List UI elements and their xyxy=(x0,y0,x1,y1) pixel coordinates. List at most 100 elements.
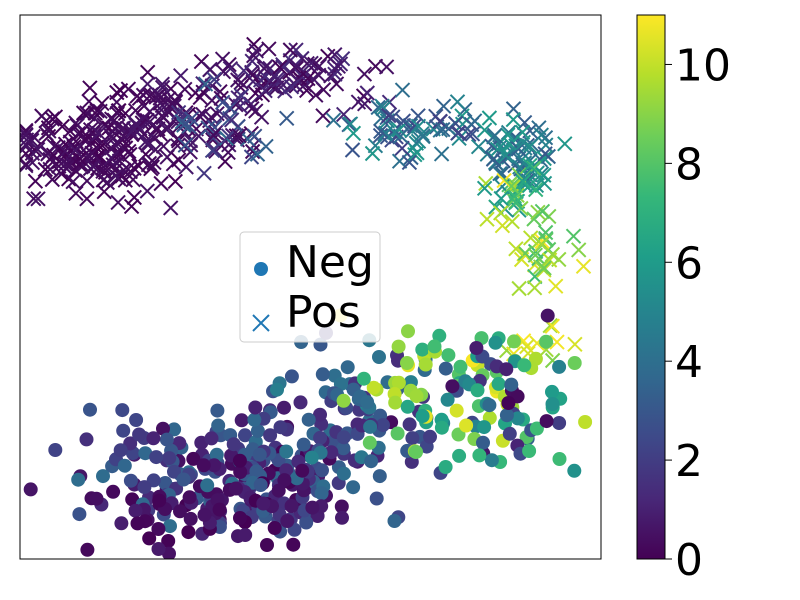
neg-point xyxy=(151,522,166,536)
neg-point xyxy=(253,478,268,492)
pos-point xyxy=(94,95,110,112)
pos-point xyxy=(214,51,231,67)
neg-point xyxy=(83,402,97,417)
pos-point xyxy=(71,156,87,173)
neg-point xyxy=(280,514,295,528)
pos-point xyxy=(342,116,359,132)
pos-point xyxy=(89,160,106,177)
neg-point xyxy=(211,418,226,433)
neg-point xyxy=(273,420,288,435)
pos-point xyxy=(54,118,70,135)
neg-point xyxy=(409,389,424,404)
neg-point xyxy=(336,441,351,456)
pos-point xyxy=(202,61,218,78)
neg-point xyxy=(438,460,453,474)
neg-point xyxy=(470,383,485,398)
pos-point xyxy=(109,135,126,152)
pos-point xyxy=(139,64,156,81)
neg-point xyxy=(123,473,138,488)
neg-point xyxy=(391,375,406,390)
pos-point xyxy=(345,125,362,142)
pos-point xyxy=(82,80,98,96)
pos-point xyxy=(57,136,74,152)
neg-point xyxy=(159,432,174,447)
neg-point xyxy=(267,521,282,535)
pos-point xyxy=(350,94,367,110)
neg-point xyxy=(334,499,349,514)
pos-point xyxy=(24,132,40,149)
neg-point xyxy=(173,504,187,519)
pos-point xyxy=(565,228,582,244)
neg-point xyxy=(502,426,517,441)
colorbar-tick-label: 2 xyxy=(675,436,703,487)
pos-point xyxy=(511,280,527,297)
neg-point xyxy=(181,525,196,540)
neg-point xyxy=(249,464,264,479)
pos-point xyxy=(325,112,342,128)
pos-point xyxy=(481,110,498,126)
neg-point xyxy=(128,503,143,518)
neg-point xyxy=(400,399,415,414)
pos-point xyxy=(139,76,156,92)
neg-point xyxy=(501,396,516,410)
neg-point xyxy=(270,382,284,397)
pos-point xyxy=(534,236,550,253)
pos-point xyxy=(44,171,61,188)
neg-point xyxy=(301,412,316,427)
pos-point xyxy=(155,109,171,126)
neg-point xyxy=(510,411,525,426)
pos-point xyxy=(335,106,352,123)
colorbar-ticks: 0 2 4 6 8 10 xyxy=(665,40,731,586)
pos-point xyxy=(182,137,199,153)
pos-point xyxy=(153,175,169,192)
neg-point xyxy=(540,308,555,323)
pos-point xyxy=(140,137,156,153)
pos-point xyxy=(410,118,427,135)
pos-point xyxy=(536,260,552,276)
pos-point xyxy=(68,185,84,202)
pos-point xyxy=(547,278,564,294)
pos-point xyxy=(533,127,550,143)
pos-point xyxy=(449,94,466,110)
neg-point xyxy=(238,528,253,542)
neg-point xyxy=(146,431,161,446)
neg-point xyxy=(499,362,514,377)
neg-point xyxy=(324,445,339,460)
neg-point xyxy=(200,478,215,493)
neg-point xyxy=(125,492,140,507)
colorbar-tick-label: 8 xyxy=(675,139,703,190)
neg-point xyxy=(106,484,121,499)
pos-point xyxy=(121,143,137,160)
neg-point xyxy=(499,408,514,423)
neg-point xyxy=(271,483,286,498)
neg-point xyxy=(304,450,319,465)
neg-point xyxy=(138,446,153,461)
neg-point xyxy=(440,392,455,407)
pos-point xyxy=(99,174,116,191)
pos-point xyxy=(162,200,179,216)
pos-point xyxy=(223,112,240,128)
pos-point xyxy=(326,60,343,77)
pos-point xyxy=(257,82,273,99)
pos-point xyxy=(508,241,524,257)
neg-point xyxy=(453,359,468,374)
pos-point xyxy=(270,72,287,89)
neg-point xyxy=(315,463,329,478)
neg-point xyxy=(545,384,559,399)
pos-point xyxy=(537,224,554,241)
neg-point xyxy=(427,339,442,354)
pos-point xyxy=(385,109,401,125)
pos-point xyxy=(476,122,493,138)
neg-point xyxy=(482,398,497,413)
neg-point xyxy=(340,360,355,375)
pos-point xyxy=(492,205,509,221)
pos-point xyxy=(530,204,546,221)
pos-point xyxy=(506,188,523,204)
pos-point xyxy=(505,111,522,128)
neg-point xyxy=(152,493,167,508)
pos-point xyxy=(172,67,189,84)
pos-point xyxy=(522,230,539,246)
neg-point xyxy=(376,418,390,433)
pos-point xyxy=(248,43,265,59)
